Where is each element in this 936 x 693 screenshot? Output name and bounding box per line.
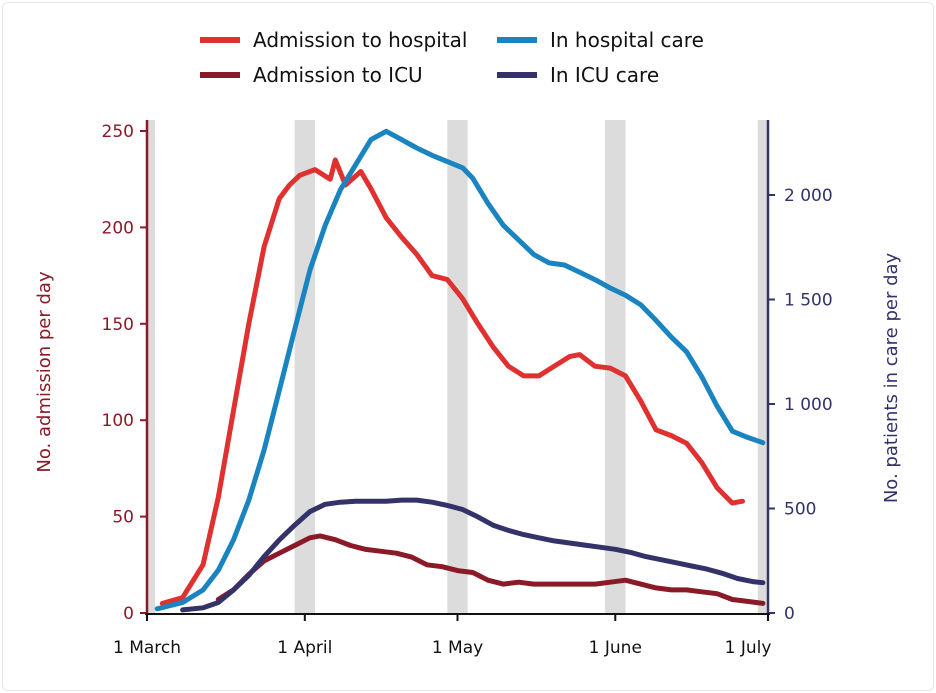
right-y-tick-label: 2 000	[784, 186, 833, 206]
legend-label: In hospital care	[550, 28, 704, 52]
legend-label: In ICU care	[550, 63, 659, 87]
right-y-tick-label: 1 500	[784, 291, 833, 311]
x-tick-label: 1 May	[432, 638, 483, 658]
shaded-period	[147, 120, 155, 613]
series-line-in-icu-care	[180, 497, 766, 613]
right-y-tick-label: 500	[784, 500, 816, 520]
right-y-tick-label: 1 000	[784, 395, 833, 415]
right-y-tick-label: 0	[784, 604, 795, 624]
left-y-axis-label: No. admission per day	[34, 271, 55, 473]
legend-item: Admission to hospital	[200, 28, 467, 52]
left-y-tick-label: 100	[102, 411, 134, 431]
x-tick-label: 1 March	[113, 638, 181, 658]
series-line-in-hospital-care	[154, 128, 766, 612]
series-line-admission-to-icu	[215, 533, 766, 606]
legend-label: Admission to hospital	[253, 28, 467, 52]
left-y-tick-label: 0	[123, 604, 134, 624]
legend-item: Admission to ICU	[200, 63, 423, 87]
legend-label: Admission to ICU	[253, 63, 423, 87]
legend-item: In hospital care	[497, 28, 704, 52]
left-y-tick-label: 250	[102, 122, 134, 142]
shaded-period	[294, 120, 315, 613]
right-y-axis-label: No. patients in care per day	[881, 252, 902, 503]
left-y-tick-label: 150	[102, 315, 134, 335]
legend-item: In ICU care	[497, 63, 659, 87]
x-tick-label: 1 June	[589, 638, 642, 658]
series-line-admission-to-hospital	[159, 157, 745, 606]
shaded-period	[605, 120, 626, 613]
x-tick-label: 1 April	[277, 638, 332, 658]
shaded-period	[447, 120, 468, 613]
x-tick-label: 1 July	[725, 638, 772, 658]
left-y-tick-label: 50	[112, 508, 134, 528]
shaded-period	[757, 120, 768, 613]
left-y-tick-label: 200	[102, 218, 134, 238]
